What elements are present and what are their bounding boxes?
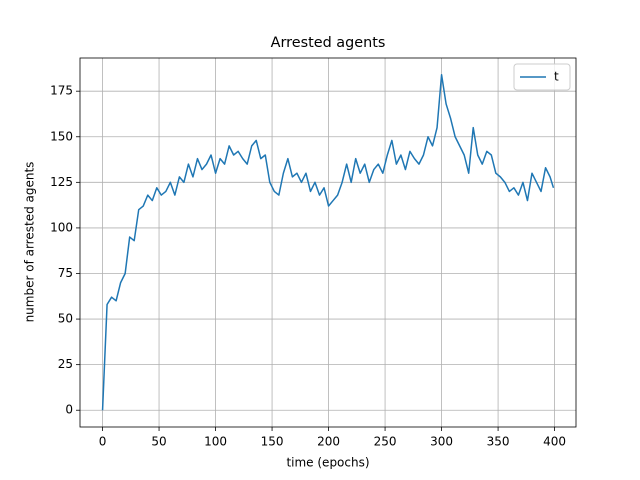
x-tick-label: 50 [151, 435, 166, 449]
x-tick-label: 200 [317, 435, 340, 449]
x-tick-label: 0 [99, 435, 107, 449]
x-tick-label: 400 [543, 435, 566, 449]
data-line [101, 74, 555, 411]
plot-frame [79, 57, 577, 428]
y-axis-label: number of arrested agents [23, 162, 37, 323]
x-tick-label: 250 [374, 435, 397, 449]
x-tick-label: 100 [204, 435, 227, 449]
y-tick-label: 0 [65, 403, 73, 417]
x-tick-label: 300 [430, 435, 453, 449]
y-tick-label: 75 [58, 266, 73, 280]
y-tick-label: 50 [58, 312, 73, 326]
chart-title: Arrested agents [271, 35, 386, 51]
y-tick-label: 25 [58, 357, 73, 371]
x-axis-label: time (epochs) [286, 456, 369, 470]
y-tick-label: 175 [50, 84, 73, 98]
y-tick-label: 150 [50, 129, 73, 143]
x-tick-label: 350 [487, 435, 510, 449]
legend-label: t [554, 70, 559, 84]
x-tick-label: 150 [261, 435, 284, 449]
y-tick-label: 125 [50, 175, 73, 189]
y-tick-label: 100 [50, 220, 73, 234]
